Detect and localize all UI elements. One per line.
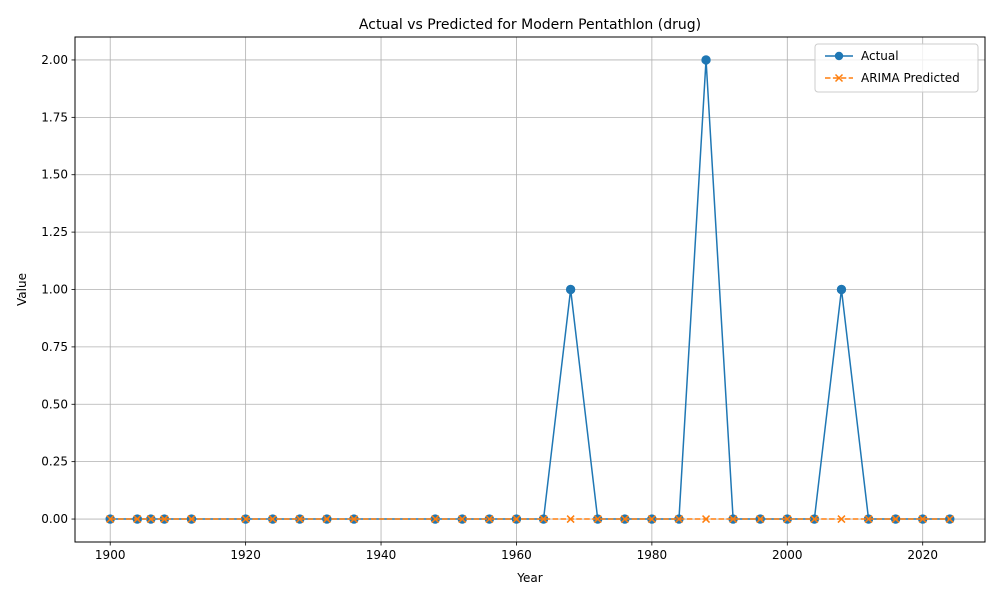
y-tick-label: 0.50 [41, 397, 68, 411]
x-marker-stroke [349, 515, 358, 524]
y-tick-label: 1.25 [41, 225, 68, 239]
x-marker-stroke [431, 515, 440, 524]
x-marker-stroke [783, 515, 792, 524]
x-tick-label: 1920 [230, 548, 261, 562]
x-marker-stroke [647, 515, 656, 524]
arima-predicted-point [485, 515, 494, 524]
x-marker-stroke [566, 515, 575, 524]
x-marker-stroke [146, 515, 155, 524]
arima-predicted-point [431, 515, 440, 524]
arima-predicted-point [322, 515, 331, 524]
legend-label-arima-predicted: ARIMA Predicted [861, 71, 960, 85]
x-marker-stroke [268, 515, 277, 524]
x-marker-stroke [891, 515, 900, 524]
y-tick-label: 0.25 [41, 455, 68, 469]
arima-predicted-point [512, 515, 521, 524]
actual-line [110, 59, 950, 520]
arima-predicted-point [702, 515, 711, 524]
x-tick-label: 1960 [501, 548, 532, 562]
legend-box [814, 43, 979, 93]
arima-predicted-point [647, 515, 656, 524]
x-marker-stroke [322, 515, 331, 524]
arima-predicted-point [620, 515, 629, 524]
x-axis-label: Year [516, 571, 542, 585]
x-marker-stroke [674, 515, 683, 524]
x-marker-stroke [593, 515, 602, 524]
actual-point [836, 284, 847, 295]
arima-predicted-point [458, 515, 467, 524]
arima-predicted-point [891, 515, 900, 524]
arima-predicted-point [783, 515, 792, 524]
y-tick-label: 2.00 [41, 53, 68, 67]
arima-predicted-point [295, 515, 304, 524]
actual-point [701, 55, 711, 65]
arima-predicted-point [146, 515, 155, 524]
x-marker-stroke [458, 515, 467, 524]
x-tick-label: 1980 [637, 548, 668, 562]
x-tick-label: 2000 [772, 548, 803, 562]
arima-predicted-point [945, 515, 954, 524]
x-tick-label: 2020 [907, 548, 938, 562]
arima-predicted-point [756, 515, 765, 524]
x-marker-stroke [945, 515, 954, 524]
x-marker-stroke [539, 515, 548, 524]
x-marker-stroke [187, 515, 196, 524]
x-marker-stroke [295, 515, 304, 524]
x-marker-stroke [485, 515, 494, 524]
x-marker-stroke [106, 515, 115, 524]
x-marker-stroke [160, 515, 169, 524]
arima-predicted-point [566, 515, 575, 524]
legend-label-actual: Actual [861, 49, 899, 63]
arima-predicted-point [160, 515, 169, 524]
legend: Actual ARIMA Predicted [814, 43, 979, 93]
x-marker-stroke [512, 515, 521, 524]
x-marker-stroke [620, 515, 629, 524]
actual-point [565, 284, 576, 295]
arima-predicted-point [593, 515, 602, 524]
legend-swatch-marker [834, 73, 844, 83]
x-marker-stroke [729, 515, 738, 524]
x-marker-stroke [133, 515, 142, 524]
x-axis: 1900 1920 1940 1960 1980 2000 2020 [95, 542, 938, 562]
y-tick-label: 1.50 [41, 168, 68, 182]
y-tick-label: 0.00 [41, 512, 68, 526]
arima-predicted-point [133, 515, 142, 524]
legend-swatch-marker [834, 51, 844, 61]
x-tick-label: 1940 [366, 548, 397, 562]
x-marker-stroke [702, 515, 711, 524]
y-tick-label: 1.00 [41, 283, 68, 297]
arima-predicted-point [729, 515, 738, 524]
x-tick-label: 1900 [95, 548, 126, 562]
series-layer [105, 55, 955, 524]
arima-predicted-point [349, 515, 358, 524]
y-tick-label: 0.75 [41, 340, 68, 354]
chart-title: Actual vs Predicted for Modern Pentathlo… [359, 17, 701, 33]
y-axis: 0.00 0.25 0.50 0.75 1.00 1.25 1.50 1.75 2.00 [41, 53, 75, 526]
x-marker-stroke [837, 515, 846, 524]
y-tick-label: 1.75 [41, 110, 68, 124]
y-axis-label: Value [15, 273, 29, 306]
arima-predicted-point [268, 515, 277, 524]
arima-predicted-point [918, 515, 927, 524]
arima-predicted-point [810, 515, 819, 524]
arima-predicted-point [241, 515, 250, 524]
arima-predicted-point [187, 515, 196, 524]
x-marker-stroke [810, 515, 819, 524]
arima-predicted-point [864, 515, 873, 524]
x-marker-stroke [864, 515, 873, 524]
x-marker-stroke [918, 515, 927, 524]
arima-predicted-point [539, 515, 548, 524]
x-marker-stroke [834, 73, 844, 83]
arima-predicted-point [837, 515, 846, 524]
x-marker-stroke [241, 515, 250, 524]
arima-predicted-point [674, 515, 683, 524]
arima-predicted-point [106, 515, 115, 524]
x-marker-stroke [756, 515, 765, 524]
